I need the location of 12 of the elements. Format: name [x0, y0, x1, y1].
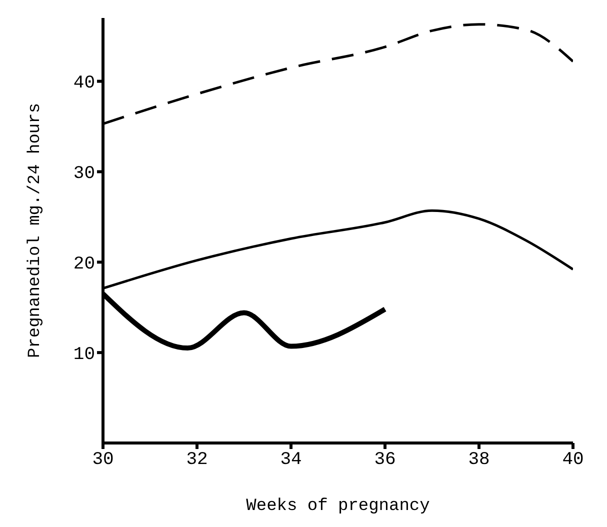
y-tick-label: 30 [73, 164, 95, 184]
y-axis-title: Pregnanediol mg./24 hours [26, 102, 46, 358]
x-tick-label: 36 [374, 450, 396, 470]
x-tick-label: 34 [280, 450, 302, 470]
x-axis-title: Weeks of pregnancy [246, 497, 430, 516]
y-tick-label: 10 [73, 344, 95, 365]
x-tick-label: 32 [186, 450, 208, 470]
x-tick-label: 38 [468, 450, 490, 470]
x-tick-label: 30 [92, 450, 114, 470]
x-tick-label: 40 [562, 450, 584, 470]
y-tick-label: 40 [73, 74, 95, 94]
y-tick-label: 20 [73, 254, 95, 275]
